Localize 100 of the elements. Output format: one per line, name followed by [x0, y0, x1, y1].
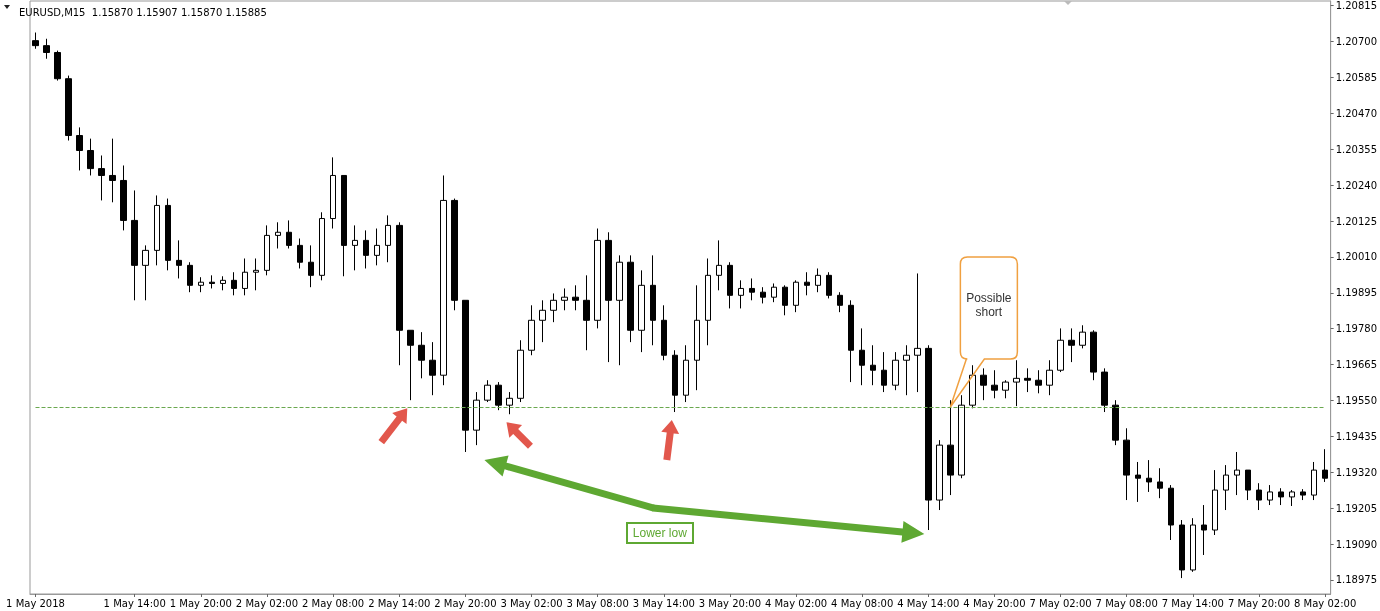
candlestick [1267, 484, 1273, 506]
candlestick [87, 138, 94, 176]
y-tick-label: 1.20010 [1335, 251, 1378, 263]
candlestick [109, 138, 116, 203]
candlestick [1245, 469, 1251, 501]
candlestick [484, 379, 491, 403]
candlestick [418, 331, 425, 379]
candlestick [1234, 451, 1240, 496]
candlestick [815, 267, 821, 293]
x-tick-label: 1 May 2018 [6, 597, 65, 609]
candlestick [517, 339, 524, 403]
candlestick [638, 269, 645, 353]
y-tick-label: 1.20470 [1335, 107, 1378, 119]
candlestick [54, 50, 61, 82]
y-tick-label: 1.19320 [1335, 466, 1378, 478]
candlestick [385, 214, 391, 263]
x-tick-label: 2 May 08:00 [302, 597, 365, 609]
x-tick-label: 7 May 14:00 [1161, 597, 1224, 609]
y-tick-label: 1.20585 [1335, 71, 1378, 83]
candlestick [242, 257, 248, 296]
candlestick [1190, 517, 1196, 573]
candlestick [231, 271, 237, 296]
candlestick [462, 299, 469, 453]
candlestick [760, 286, 766, 304]
candlestick [198, 276, 204, 293]
candlestick [341, 174, 347, 277]
candlestick [661, 304, 667, 361]
candlestick [716, 239, 722, 291]
candlestick [1035, 369, 1042, 394]
candlestick [352, 224, 358, 271]
candlestick [903, 344, 910, 396]
candlestick [605, 231, 612, 363]
candlestick [958, 394, 965, 479]
candlestick [374, 228, 380, 266]
x-tick-label: 3 May 20:00 [698, 597, 762, 609]
candlestick [209, 274, 215, 289]
x-tick-label: 4 May 14:00 [897, 597, 960, 609]
candlestick [859, 327, 865, 386]
x-tick-label: 7 May 02:00 [1029, 597, 1092, 609]
candlestick [1300, 488, 1306, 501]
candlestick [561, 287, 568, 311]
candlestick [980, 367, 987, 401]
y-tick-label: 1.19435 [1335, 430, 1378, 442]
x-tick-label: 3 May 08:00 [566, 597, 629, 609]
candlestick [594, 228, 601, 329]
candlestick [1322, 448, 1328, 483]
text: EURUSD,M15 1.15870 1.15907 1.15870 1.15885 [19, 6, 267, 18]
candlestick [264, 224, 270, 276]
candlestick [837, 291, 843, 313]
candlestick [154, 194, 160, 266]
candlestick [749, 277, 755, 301]
y-tick-label: 1.20700 [1335, 36, 1378, 48]
candlestick [550, 292, 557, 323]
candlestick [1068, 327, 1075, 363]
candlestick [1278, 487, 1284, 506]
candlestick [440, 174, 447, 386]
candlestick [1201, 504, 1207, 556]
x-tick-label: 7 May 08:00 [1095, 597, 1158, 609]
candlestick [1135, 461, 1141, 503]
candlestick [1146, 459, 1152, 493]
candlestick [616, 254, 623, 366]
candlestick [914, 272, 921, 393]
candlestick [1212, 469, 1218, 536]
candlestick [793, 279, 799, 313]
x-tick-label: 4 May 20:00 [963, 597, 1026, 609]
candlestick [1024, 367, 1031, 393]
candlestick [848, 299, 854, 383]
candlestick [275, 221, 281, 249]
x-tick-label: 4 May 02:00 [764, 597, 828, 609]
candlestick [319, 211, 325, 281]
candlestick [1079, 324, 1086, 349]
candlestick [142, 244, 149, 301]
candlestick [98, 154, 105, 201]
candlestick [539, 299, 546, 343]
candlestick [1223, 464, 1229, 511]
candlestick [286, 219, 292, 249]
candlestick [694, 284, 700, 391]
candlestick [65, 75, 72, 142]
annotation: Lower low [625, 522, 694, 545]
candlestick [308, 244, 314, 288]
candlestick [947, 399, 954, 496]
x-tick-label: 7 May 20:00 [1227, 597, 1291, 609]
candlestick [1311, 461, 1317, 501]
x-tick-label: 3 May 14:00 [632, 597, 695, 609]
candlestick [506, 391, 513, 415]
x-tick-label: 2 May 14:00 [368, 597, 431, 609]
candlestick [572, 284, 579, 311]
candlestick [583, 274, 590, 351]
candlestick [429, 341, 436, 396]
x-tick-label: 2 May 20:00 [434, 597, 497, 609]
candlestick [1157, 467, 1163, 499]
candlestick [528, 304, 535, 356]
candlestick [43, 38, 50, 60]
candlestick [1090, 329, 1097, 381]
y-tick-label: 1.20355 [1335, 143, 1378, 155]
candlestick [881, 351, 887, 393]
candlestick [804, 271, 810, 296]
candlestick [627, 254, 634, 343]
x-tick-label: 3 May 02:00 [500, 597, 563, 609]
candlestick [330, 156, 336, 230]
